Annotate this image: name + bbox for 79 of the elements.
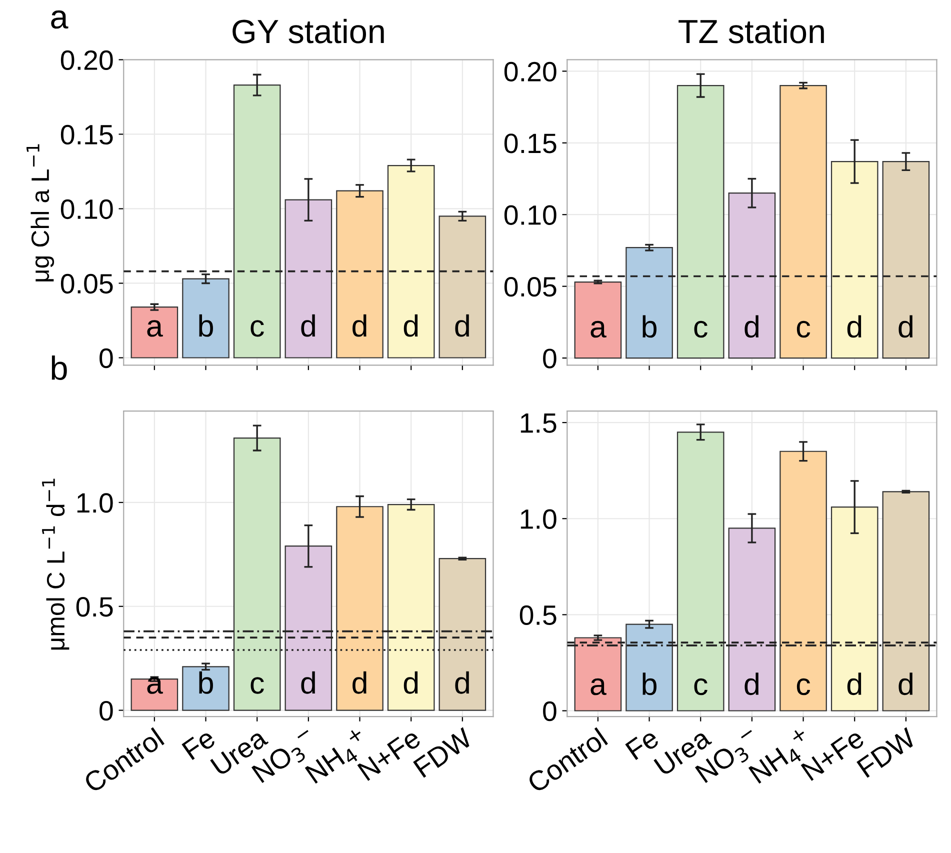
annotation: d (847, 672, 862, 696)
bar (676, 84, 724, 359)
annotation: d (352, 314, 366, 337)
bar (130, 306, 178, 358)
bar (728, 192, 776, 359)
annotation: c (250, 320, 264, 337)
y-tick-label: 0.05 (60, 274, 113, 294)
bar (130, 678, 178, 711)
bar (182, 278, 230, 358)
bar (336, 190, 384, 358)
annotation: b (642, 315, 656, 338)
bar (626, 624, 673, 712)
annotation: c (694, 320, 708, 338)
text: a (51, 10, 68, 29)
y-tick-label: 0 (100, 348, 113, 368)
bar (284, 546, 332, 711)
y-tick-label: 1.0 (77, 493, 113, 513)
y-tick-label: 0 (543, 701, 556, 722)
annotation: c (694, 678, 708, 696)
annotation: d (898, 315, 912, 338)
y-tick-label: 0.20 (60, 50, 113, 70)
annotation: d (301, 671, 315, 694)
annotation: d (455, 314, 469, 337)
annotation: b (199, 671, 213, 694)
bar (626, 247, 673, 359)
annotation: c (250, 677, 264, 694)
bar (387, 164, 435, 358)
bar (233, 437, 281, 711)
bar (830, 160, 878, 359)
bar (780, 450, 827, 712)
annotation: a (147, 677, 163, 694)
bar (728, 528, 776, 712)
annotation: b (642, 672, 656, 696)
y-tick-label: 0.5 (520, 605, 556, 626)
text: b (52, 356, 67, 380)
y-tick-label: 1.0 (520, 509, 556, 529)
bar (233, 84, 281, 358)
bar (284, 199, 332, 358)
bar (336, 506, 384, 711)
annotation: b (199, 314, 213, 337)
bar (882, 491, 930, 712)
bar (676, 432, 724, 712)
annotation: d (404, 671, 418, 694)
annotation: d (898, 672, 912, 696)
annotation: a (590, 678, 606, 696)
bar (830, 506, 878, 712)
annotation: d (352, 671, 366, 694)
y-tick-label: 0.20 (504, 62, 556, 82)
y-axis-title: μmol C L$^{−1}$ d$^{−1}$ (42, 478, 70, 650)
y-tick-label: 0.15 (504, 134, 556, 154)
annotation: a (147, 320, 163, 337)
chart-title: GY station (232, 18, 384, 44)
bar (574, 281, 622, 359)
annotation: a (590, 320, 606, 338)
bar (882, 160, 930, 359)
y-tick-label: 0 (543, 348, 556, 368)
annotation: d (404, 314, 418, 337)
annotation: d (455, 671, 469, 694)
y-tick-label: 0.10 (60, 199, 113, 220)
y-axis-title: μg Chl a L$^{−1}$ (26, 144, 54, 282)
y-tick-label: 0.5 (76, 597, 113, 617)
bar (387, 504, 435, 711)
y-tick-label: 1.5 (520, 414, 556, 433)
bar (574, 637, 622, 712)
annotation: d (301, 314, 315, 337)
annotation: d (847, 315, 862, 338)
bar (438, 558, 486, 711)
y-tick-label: 0.05 (504, 276, 556, 297)
annotation: d (744, 315, 758, 338)
annotation: c (796, 678, 810, 696)
y-tick-label: 0 (100, 700, 113, 721)
bar (780, 84, 827, 359)
bar (438, 216, 486, 358)
annotation: d (744, 672, 758, 696)
bar (182, 666, 230, 711)
y-tick-label: 0.15 (60, 124, 113, 145)
annotation: c (796, 320, 810, 338)
chart-title: TZ station (678, 18, 824, 44)
y-tick-label: 0.10 (504, 205, 556, 225)
